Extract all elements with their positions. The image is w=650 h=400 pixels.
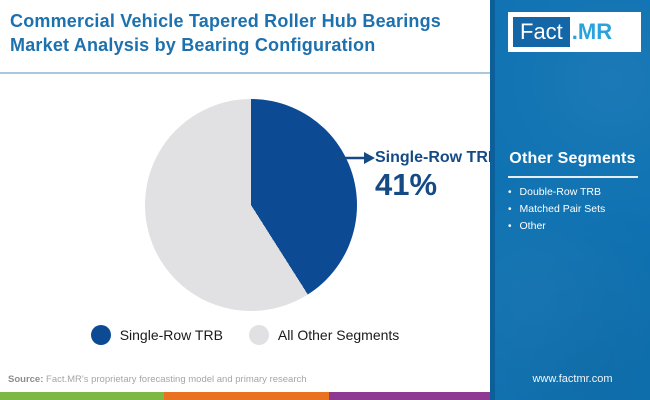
bullet-icon: • [508,221,512,232]
list-item-label: Matched Pair Sets [519,203,606,215]
list-item: • Double-Row TRB [508,186,646,199]
other-segments-underline [507,176,638,178]
logo-mr-text: .MR [571,19,613,44]
sidebar: Fact .MR Other Segments • Double-Row TRB… [490,0,650,400]
list-item-label: Double-Row TRB [519,186,602,198]
source-note: Source: Fact.MR's proprietary forecastin… [8,374,307,385]
callout-label: Single-Row TRB [375,149,500,166]
page-title: Commercial Vehicle Tapered Roller Hub Be… [10,9,480,57]
bullet-icon: • [508,204,512,215]
footer-bar-orange [164,392,329,400]
list-item: • Other [508,220,646,233]
footer-color-bars [0,392,490,400]
page-title-line2: Market Analysis by Bearing Configuration [10,35,376,55]
website-link[interactable]: www.factmr.com [532,373,613,385]
callout-value: 41% [375,167,438,202]
other-segments-list: • Double-Row TRB • Matched Pair Sets • O… [508,186,646,237]
footer-bar-purple [329,392,490,400]
page-title-line1: Commercial Vehicle Tapered Roller Hub Be… [10,11,442,31]
legend-swatch-secondary-icon [248,325,269,345]
other-segments-heading: Other Segments [509,150,636,167]
footer-bar-green [0,392,164,400]
callout-arrow-icon [334,152,375,164]
source-label: Source: [8,374,44,385]
legend-label: All Other Segments [277,327,400,343]
legend-label: Single-Row TRB [119,327,223,343]
legend-item-single-row-trb: Single-Row TRB [90,325,223,345]
legend-item-all-other-segments: All Other Segments [248,325,400,345]
logo-fact-text: Fact [513,17,570,47]
factmr-logo: Fact .MR [508,12,641,52]
source-text: Fact.MR's proprietary forecasting model … [43,374,307,385]
legend-swatch-primary-icon [90,325,111,345]
bullet-icon: • [508,187,512,198]
list-item: • Matched Pair Sets [508,203,646,216]
pie-chart [145,99,357,311]
header-divider [0,72,490,74]
list-item-label: Other [519,220,546,232]
chart-legend: Single-Row TRB All Other Segments [0,325,490,345]
